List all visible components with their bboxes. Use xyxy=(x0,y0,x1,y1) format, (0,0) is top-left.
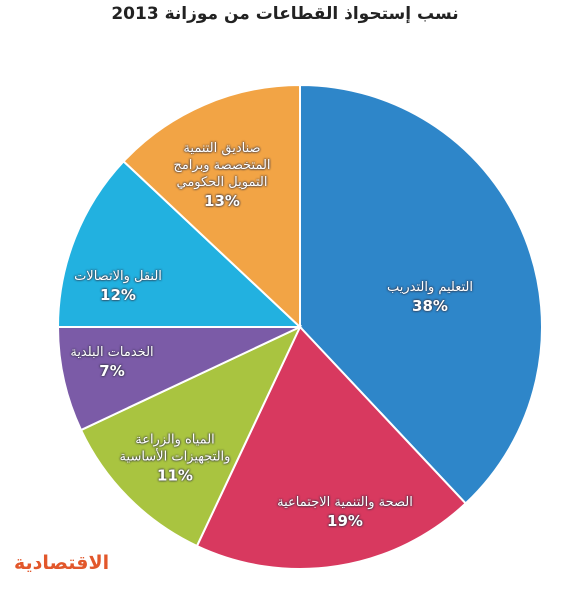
slice-label: النقل والاتصالات 12% xyxy=(33,268,203,304)
pie-slice xyxy=(195,325,468,570)
slice-label: الخدمات البلدية 7% xyxy=(27,344,197,380)
category-label: الصحة والتنمية الاجتماعية xyxy=(277,495,413,510)
pie-slice xyxy=(56,159,303,328)
category-label: صناديق التنمية المتخصصة وبرامج التمويل ا… xyxy=(173,141,271,190)
logo: الاقتصادية xyxy=(14,552,110,574)
pie-slice xyxy=(79,324,303,548)
category-label: المياه والزراعة والتجهيزات الأساسية xyxy=(119,432,231,465)
pie-slice xyxy=(299,83,543,505)
value-label: 38% xyxy=(412,297,448,315)
value-label: 19% xyxy=(327,512,363,530)
slice-label: الصحة والتنمية الاجتماعية 19% xyxy=(260,494,430,530)
value-label: 12% xyxy=(100,286,136,304)
category-label: الخدمات البلدية xyxy=(70,345,154,360)
category-label: النقل والاتصالات xyxy=(74,269,162,284)
chart-title: نسب إستحواذ القطاعات من موزانة 2013 xyxy=(111,4,459,24)
slice-label: المياه والزراعة والتجهيزات الأساسية 11% xyxy=(90,432,260,485)
slice-label: التعليم والتدريب 38% xyxy=(345,279,515,315)
value-label: 11% xyxy=(157,466,193,485)
value-label: 13% xyxy=(204,192,240,210)
category-label: التعليم والتدريب xyxy=(386,280,474,295)
pie-slice xyxy=(122,83,301,330)
pie-slice xyxy=(56,326,301,432)
value-label: 7% xyxy=(99,362,125,380)
slice-label: صناديق التنمية المتخصصة وبرامج التمويل ا… xyxy=(137,140,307,210)
